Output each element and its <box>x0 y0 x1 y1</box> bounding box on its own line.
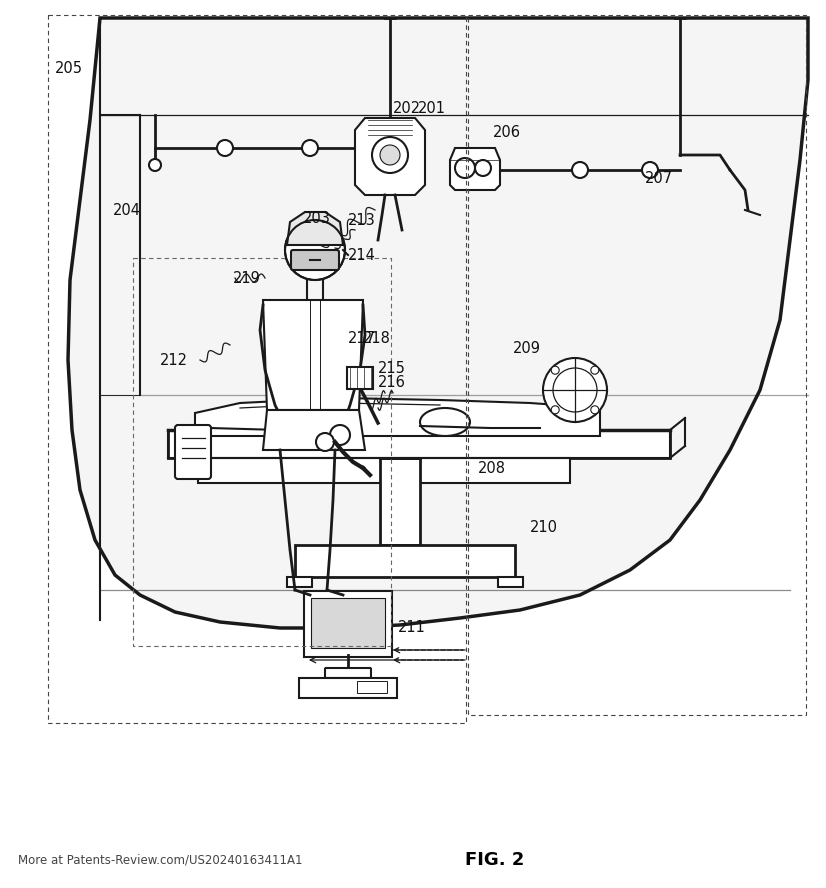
Bar <box>48 15 466 723</box>
FancyBboxPatch shape <box>299 678 397 698</box>
Bar <box>295 545 515 577</box>
FancyBboxPatch shape <box>311 598 385 648</box>
Text: 216: 216 <box>378 375 406 390</box>
Text: 202: 202 <box>393 100 421 115</box>
Circle shape <box>551 406 559 414</box>
Text: 215: 215 <box>378 361 406 376</box>
Circle shape <box>316 433 334 451</box>
Polygon shape <box>355 118 425 195</box>
Text: More at Patents-Review.com/US20240163411A1: More at Patents-Review.com/US20240163411… <box>18 853 302 867</box>
Text: FIG. 2: FIG. 2 <box>465 851 525 869</box>
Text: 211: 211 <box>398 621 426 636</box>
Bar <box>498 577 523 587</box>
Circle shape <box>572 162 588 178</box>
Polygon shape <box>168 430 670 458</box>
FancyBboxPatch shape <box>291 250 339 270</box>
Polygon shape <box>287 212 343 245</box>
FancyBboxPatch shape <box>304 591 392 657</box>
FancyBboxPatch shape <box>175 425 211 479</box>
Text: 213: 213 <box>348 212 376 227</box>
Text: 214: 214 <box>348 248 376 263</box>
Polygon shape <box>68 18 808 628</box>
Text: 203: 203 <box>303 210 331 226</box>
FancyBboxPatch shape <box>357 681 387 693</box>
Circle shape <box>642 162 658 178</box>
Text: 201: 201 <box>418 100 446 115</box>
Circle shape <box>372 137 408 173</box>
Text: 209: 209 <box>513 340 541 355</box>
Text: 206: 206 <box>493 124 521 139</box>
FancyBboxPatch shape <box>347 367 373 389</box>
Bar <box>198 458 570 483</box>
Polygon shape <box>263 300 363 410</box>
Circle shape <box>149 159 161 171</box>
Circle shape <box>475 160 491 176</box>
Circle shape <box>543 358 607 422</box>
Polygon shape <box>450 148 500 190</box>
Circle shape <box>330 425 350 445</box>
Circle shape <box>551 366 559 374</box>
Text: 219: 219 <box>233 271 261 286</box>
Circle shape <box>302 140 318 156</box>
Circle shape <box>591 406 599 414</box>
Circle shape <box>285 220 345 280</box>
Ellipse shape <box>420 408 470 436</box>
Circle shape <box>217 140 233 156</box>
Circle shape <box>591 366 599 374</box>
Bar <box>133 258 391 646</box>
FancyBboxPatch shape <box>325 668 371 678</box>
Circle shape <box>455 158 475 178</box>
Text: 207: 207 <box>645 170 673 186</box>
Circle shape <box>553 368 597 412</box>
Polygon shape <box>263 410 365 450</box>
Text: 212: 212 <box>160 353 188 368</box>
Text: 208: 208 <box>478 461 506 475</box>
Bar <box>380 458 420 545</box>
Text: 205: 205 <box>55 60 83 75</box>
Text: 218: 218 <box>363 330 391 345</box>
Text: 210: 210 <box>530 520 558 535</box>
Bar <box>287 577 312 587</box>
Circle shape <box>380 145 400 165</box>
Text: 217: 217 <box>348 330 376 345</box>
Text: 204: 204 <box>113 202 141 218</box>
Bar <box>468 15 806 715</box>
Polygon shape <box>195 398 600 436</box>
